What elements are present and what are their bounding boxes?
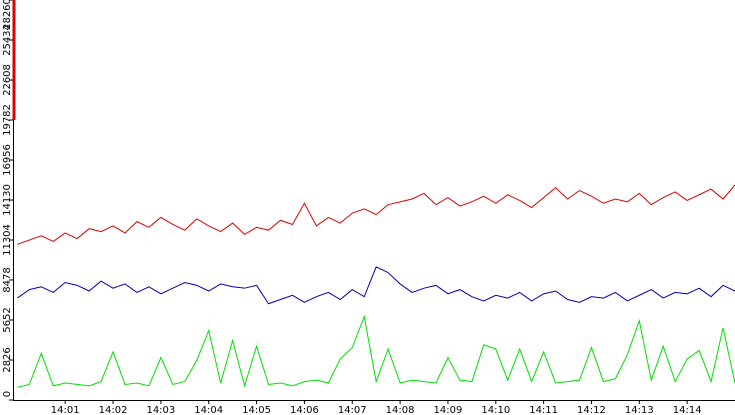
y-tick-label: 28260 [2,0,13,30]
x-tick-label: 14:07 [338,405,367,415]
y-tick-label: 19782 [2,104,13,136]
x-tick-label: 14:13 [625,405,654,415]
y-tick-label: 11304 [2,224,13,256]
series-line [17,184,735,245]
x-tick-label: 14:12 [577,405,606,415]
x-tick-label: 14:01 [51,405,80,415]
y-tick-label: 16956 [2,144,13,176]
series-line [17,314,735,388]
y-tick-label: 14130 [2,184,13,216]
x-tick-label: 14:10 [481,405,510,415]
y-tick-label: 8478 [2,267,13,292]
x-tick-label: 14:05 [242,405,271,415]
y-tick-label: 2826 [2,347,13,372]
x-tick-label: 14:11 [529,405,558,415]
x-tick-label: 14:08 [386,405,415,415]
y-tick-label: 25434 [2,24,13,56]
y-tick-label: 22608 [2,64,13,96]
y-tick-label: 5652 [2,307,13,332]
x-tick-label: 14:04 [194,405,223,415]
x-tick-label: 14:06 [290,405,319,415]
x-tick-label: 14:03 [146,405,175,415]
x-tick-label: 14:09 [434,405,463,415]
x-tick-label: 14:14 [673,405,702,415]
x-tick-label: 14:02 [99,405,128,415]
y-tick-label: 0 [2,391,13,397]
series-line [17,266,735,305]
